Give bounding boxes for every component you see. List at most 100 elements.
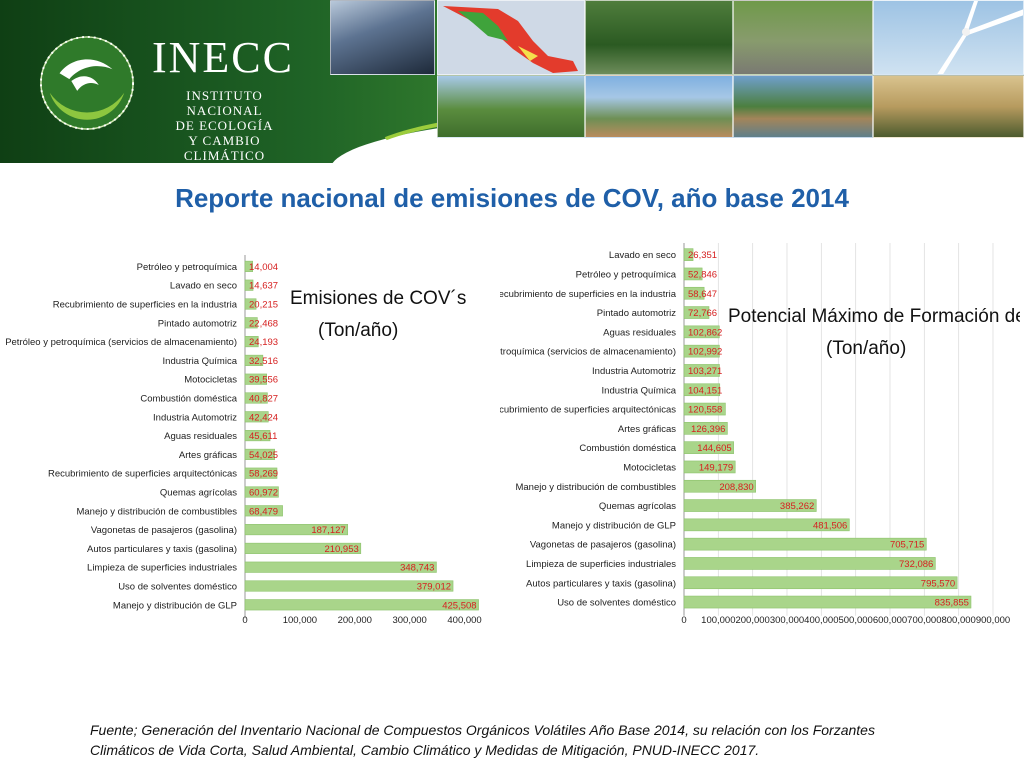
x-tick-label: 0 bbox=[681, 615, 686, 626]
value-label: 24,193 bbox=[249, 337, 278, 348]
category-label: Motocicletas bbox=[623, 462, 676, 473]
bar bbox=[683, 595, 972, 609]
photo-valley-town bbox=[585, 75, 733, 138]
org-name: INECC bbox=[152, 33, 294, 82]
category-label: Pintado automotriz bbox=[158, 318, 237, 329]
bar bbox=[244, 561, 437, 573]
value-label: 208,830 bbox=[719, 482, 753, 493]
chart-title-line-2: (Ton/año) bbox=[318, 320, 398, 341]
bar bbox=[244, 524, 349, 536]
x-tick-label: 0 bbox=[242, 615, 247, 626]
bar bbox=[683, 441, 734, 454]
value-label: 58,647 bbox=[688, 289, 717, 300]
value-label: 120,558 bbox=[688, 405, 722, 416]
bar bbox=[244, 430, 271, 442]
photo-mexico-map bbox=[437, 0, 585, 75]
value-label: 425,508 bbox=[442, 600, 476, 611]
bar bbox=[244, 411, 269, 423]
bar bbox=[683, 248, 694, 261]
category-label: Recubrimiento de superficies arquitectón… bbox=[48, 469, 237, 480]
value-label: 835,855 bbox=[935, 598, 969, 609]
brand-block: INECC INSTITUTO NACIONAL DE ECOLOGÍA Y C… bbox=[152, 33, 297, 164]
bar bbox=[683, 306, 710, 319]
x-tick-label: 300,000 bbox=[392, 615, 426, 626]
photo-palapas-lake bbox=[733, 75, 873, 138]
bar bbox=[683, 576, 958, 590]
value-label: 14,004 bbox=[249, 262, 278, 273]
value-label: 102,992 bbox=[688, 347, 722, 358]
bar bbox=[244, 505, 283, 517]
value-label: 348,743 bbox=[400, 563, 434, 574]
category-label: Pintado automotriz bbox=[597, 308, 676, 319]
category-label: Recubrimiento de superficies en la indus… bbox=[500, 289, 677, 300]
value-label: 32,516 bbox=[249, 356, 278, 367]
value-label: 14,637 bbox=[249, 281, 278, 292]
wind-turbine-icon bbox=[937, 1, 1023, 74]
value-label: 732,086 bbox=[899, 559, 933, 570]
source-line-1: Fuente; Generación del Inventario Nacion… bbox=[90, 722, 875, 738]
bar bbox=[244, 580, 454, 592]
category-label: Quemas agrícolas bbox=[599, 501, 676, 512]
value-label: 26,351 bbox=[688, 250, 717, 261]
bar bbox=[244, 486, 279, 498]
value-label: 60,972 bbox=[249, 488, 278, 499]
page-title: Reporte nacional de emisiones de COV, añ… bbox=[175, 183, 849, 213]
category-label: Lavado en seco bbox=[170, 281, 237, 292]
value-label: 102,862 bbox=[688, 327, 722, 338]
category-label: Limpieza de superficies industriales bbox=[526, 559, 676, 570]
category-label: Industria Automotriz bbox=[153, 412, 237, 423]
category-label: Motocicletas bbox=[184, 375, 237, 386]
value-label: 144,605 bbox=[697, 443, 731, 454]
bar bbox=[683, 499, 817, 512]
bar bbox=[683, 557, 936, 570]
photo-solar-panels bbox=[330, 0, 435, 75]
bar bbox=[683, 479, 756, 493]
bar bbox=[244, 467, 278, 479]
category-label: Manejo y distribución de GLP bbox=[552, 520, 676, 531]
bar bbox=[244, 260, 253, 272]
value-label: 210,953 bbox=[324, 544, 358, 555]
source-line-2: Climáticos de Vida Corta, Salud Ambienta… bbox=[90, 742, 760, 758]
chart-title-line-2: (Ton/año) bbox=[826, 338, 906, 359]
value-label: 22,468 bbox=[249, 318, 278, 329]
chart-potencial-ozono: Lavado en seco 26,351 Petróleo y petroquím… bbox=[500, 243, 1020, 626]
value-label: 103,271 bbox=[688, 366, 722, 377]
x-tick-label: 400,000 bbox=[804, 615, 838, 626]
header-banner: INECC INSTITUTO NACIONAL DE ECOLOGÍA Y C… bbox=[0, 0, 1024, 163]
category-label: Manejo y distribución de GLP bbox=[113, 600, 237, 611]
value-label: 72,766 bbox=[688, 308, 717, 319]
category-label: Petróleo y petroquímica (servicios de al… bbox=[500, 347, 676, 358]
photo-cyclists bbox=[733, 0, 873, 75]
bar bbox=[683, 267, 703, 281]
category-label: Aguas residuales bbox=[603, 327, 676, 338]
x-tick-label: 900,000 bbox=[976, 615, 1010, 626]
category-label: Artes gráficas bbox=[179, 450, 237, 461]
category-label: Manejo y distribución de combustibles bbox=[515, 482, 676, 493]
x-tick-label: 800,000 bbox=[941, 615, 975, 626]
x-tick-label: 500,000 bbox=[838, 615, 872, 626]
x-tick-label: 300,000 bbox=[770, 615, 804, 626]
value-label: 481,506 bbox=[813, 520, 847, 531]
value-label: 104,151 bbox=[688, 385, 722, 396]
bar bbox=[683, 460, 736, 474]
value-label: 705,715 bbox=[890, 540, 924, 551]
value-label: 379,012 bbox=[417, 582, 451, 593]
category-label: Combustión doméstica bbox=[140, 394, 237, 405]
x-tick-label: 100,000 bbox=[283, 615, 317, 626]
value-label: 187,127 bbox=[311, 525, 345, 536]
bar bbox=[683, 364, 720, 377]
value-label: 149,179 bbox=[699, 462, 733, 473]
category-label: Industria Química bbox=[163, 356, 238, 367]
bar bbox=[683, 422, 728, 435]
value-label: 45,611 bbox=[249, 431, 277, 442]
value-label: 20,215 bbox=[249, 300, 278, 311]
category-label: Autos particulares y taxis (gasolina) bbox=[87, 544, 237, 555]
x-tick-label: 200,000 bbox=[338, 615, 372, 626]
photo-forest-river bbox=[585, 0, 733, 75]
org-line-3: Y CAMBIO CLIMÁTICO bbox=[183, 133, 266, 163]
bar bbox=[683, 537, 927, 551]
bar bbox=[244, 336, 259, 348]
bar bbox=[244, 542, 362, 554]
bar bbox=[683, 344, 720, 358]
category-label: Petróleo y petroquímica (servicios de al… bbox=[5, 337, 237, 348]
